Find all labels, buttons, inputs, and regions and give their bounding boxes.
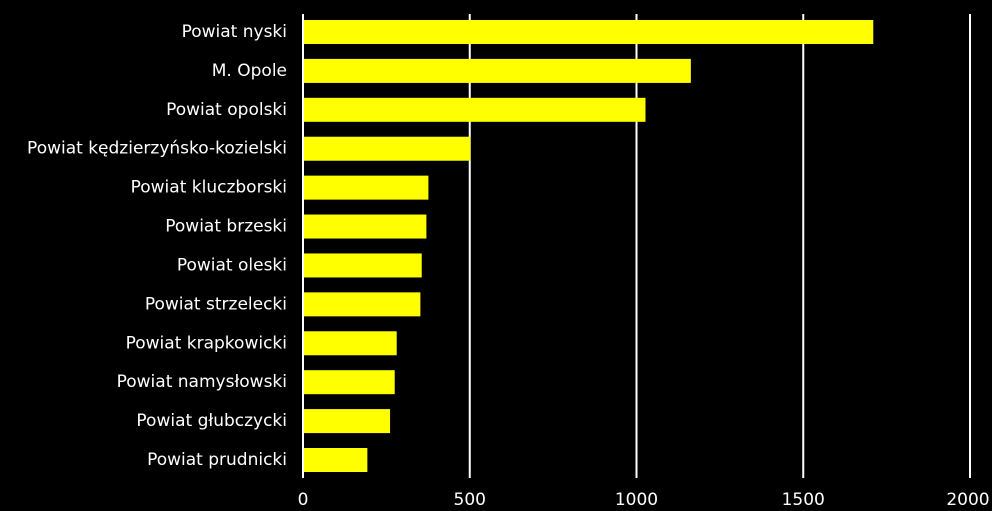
bar-11 bbox=[303, 409, 391, 434]
bar-12 bbox=[303, 448, 368, 472]
x-tick-label-0: 0 bbox=[298, 490, 309, 510]
bar-3 bbox=[303, 97, 646, 122]
bar-10 bbox=[303, 370, 395, 395]
category-label-3: Powiat opolski bbox=[166, 100, 287, 120]
category-label-8: Powiat strzelecki bbox=[145, 294, 287, 314]
category-label-11: Powiat głubczycki bbox=[136, 411, 287, 431]
category-label-9: Powiat krapkowicki bbox=[126, 333, 287, 353]
category-label-6: Powiat brzeski bbox=[165, 217, 287, 237]
bar-1 bbox=[303, 20, 874, 44]
bars bbox=[303, 20, 874, 472]
bar-7 bbox=[303, 253, 422, 278]
x-tick-label-1500: 1500 bbox=[782, 490, 825, 510]
x-tick-labels: 0 500 1000 1500 2000 bbox=[298, 490, 990, 510]
category-label-1: Powiat nyski bbox=[182, 22, 287, 42]
x-tick-label-1000: 1000 bbox=[615, 490, 658, 510]
category-label-12: Powiat prudnicki bbox=[147, 450, 287, 470]
x-tick-label-500: 500 bbox=[454, 490, 486, 510]
bar-2 bbox=[303, 58, 691, 83]
category-label-5: Powiat kluczborski bbox=[131, 178, 287, 198]
category-label-7: Powiat oleski bbox=[177, 255, 287, 275]
bar-5 bbox=[303, 175, 429, 200]
bar-4 bbox=[303, 136, 471, 161]
category-labels: Powiat nyski M. Opole Powiat opolski Powiat… bbox=[27, 22, 287, 470]
bar-6 bbox=[303, 214, 427, 239]
category-label-4: Powiat kędzierzyńsko-kozielski bbox=[27, 139, 287, 159]
x-tick-label-2000: 2000 bbox=[946, 490, 989, 510]
category-label-10: Powiat namysłowski bbox=[117, 372, 287, 392]
category-label-2: M. Opole bbox=[212, 61, 287, 81]
bar-9 bbox=[303, 331, 397, 356]
grid-lines bbox=[468, 14, 971, 478]
bar-8 bbox=[303, 292, 421, 317]
